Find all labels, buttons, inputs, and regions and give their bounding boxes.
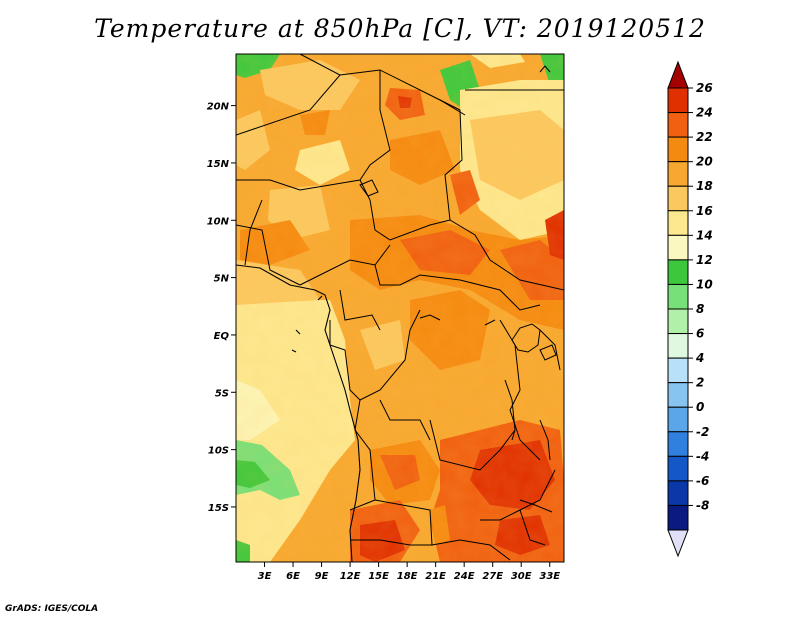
colorbar-box (667, 308, 689, 335)
colorbar-box (667, 234, 689, 261)
lat-tick-label: 5N (214, 274, 230, 285)
map-title: Temperature at 850hPa [C], VT: 201912051… (94, 14, 706, 43)
coast-fragment (539, 65, 551, 73)
lat-tick-label: 5S (215, 388, 229, 399)
lat-tick-label: 10S (208, 446, 229, 457)
colorbar-box (667, 357, 689, 384)
longitude-axis: 3E 6E 9E 12E 15E 18E 21E 24E 27E 30E 33E (258, 562, 560, 582)
lon-tick-label: 30E (511, 571, 532, 582)
colorbar-label: -2 (696, 425, 709, 439)
colorbar-bottom-arrow (667, 529, 689, 558)
colorbar-label: 22 (696, 130, 713, 144)
colorbar-box (667, 480, 689, 506)
colorbar-label: 18 (696, 179, 713, 193)
map-frame (235, 53, 565, 563)
lat-tick-label: 20N (207, 102, 230, 113)
lon-tick-label: 27E (482, 571, 503, 582)
colorbar-box (667, 406, 689, 433)
colorbar-label: 16 (696, 204, 713, 218)
colorbar-label: -4 (696, 449, 709, 463)
colorbar-box (667, 504, 689, 531)
colorbar-box (667, 382, 689, 408)
lon-tick-label: 21E (425, 571, 446, 582)
colorbar-label: 6 (696, 327, 704, 341)
colorbar-box (667, 112, 689, 138)
colorbar-label: 26 (696, 81, 713, 95)
colorbar-box (667, 136, 689, 163)
lon-tick-label: 12E (340, 571, 361, 582)
colorbar-box (667, 431, 689, 457)
colorbar-label: 4 (695, 351, 704, 365)
lat-tick-label: EQ (214, 331, 230, 342)
colorbar-label: 0 (696, 400, 704, 414)
colorbar-top-arrow (667, 60, 689, 89)
lon-tick-label: 6E (286, 571, 300, 582)
temperature-field (236, 54, 564, 562)
colorbar-box (667, 259, 689, 285)
colorbar-label: 2 (696, 376, 704, 390)
colorbar-box (667, 283, 689, 310)
lat-tick-label: 15S (208, 503, 229, 514)
colorbar-box (667, 87, 689, 114)
colorbar-box (667, 161, 689, 187)
colorbar-label: 12 (696, 253, 713, 267)
grads-credit: GrADS: IGES/COLA (5, 604, 99, 614)
colorbar-label: 14 (696, 228, 713, 242)
colorbar-label: -8 (696, 498, 709, 512)
colorbar-box (667, 455, 689, 482)
latitude-axis: 20N 15N 10N 5N EQ 5S 10S 15S (207, 102, 236, 514)
colorbar-label: 10 (696, 277, 713, 291)
colorbar-label: 8 (696, 302, 704, 316)
coastline (236, 264, 361, 562)
lon-tick-label: 15E (368, 571, 389, 582)
lon-tick-label: 18E (397, 571, 418, 582)
colorbar-label: 20 (696, 155, 713, 169)
colorbar-box (667, 333, 689, 359)
colorbar-box (667, 185, 689, 212)
lat-tick-label: 10N (207, 216, 230, 227)
lat-tick-label: 15N (207, 159, 230, 170)
lon-tick-label: 3E (258, 571, 272, 582)
country-borders (236, 54, 564, 561)
colorbar-label: 24 (696, 106, 713, 120)
colorbar-box (667, 210, 689, 236)
colorbar-label: -6 (696, 474, 709, 488)
lon-tick-label: 24E (454, 571, 475, 582)
lakes (359, 179, 557, 513)
lon-tick-label: 33E (539, 571, 560, 582)
lon-tick-label: 9E (315, 571, 329, 582)
